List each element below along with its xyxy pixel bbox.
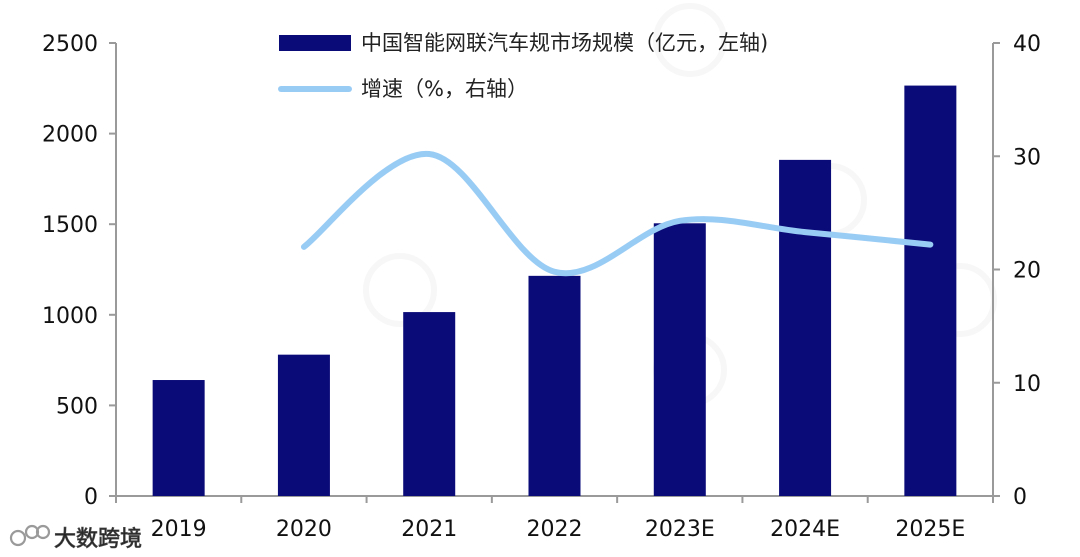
y-left-tick-label: 2000 <box>42 123 98 148</box>
bar <box>904 85 957 496</box>
x-tick-label: 2025E <box>895 517 965 542</box>
legend: 中国智能网联汽车规市场规模（亿元，左轴) 增速（%，右轴） <box>278 31 768 101</box>
line-series <box>300 150 934 277</box>
legend-bar-label: 中国智能网联汽车规市场规模（亿元，左轴) <box>361 31 768 55</box>
y-left-tick-label: 2500 <box>42 32 98 57</box>
watermark: 大数跨境 <box>9 524 142 552</box>
x-tick-label: 2022 <box>527 517 583 542</box>
y-left-tick-label: 0 <box>84 485 98 510</box>
tick-labels: 0 500 1000 1500 2000 2500 0 10 20 30 40 2019 2020 202… <box>42 32 1041 542</box>
y-right-tick-label: 30 <box>1013 145 1041 170</box>
legend-bar-swatch <box>279 35 351 51</box>
y-right-tick-label: 20 <box>1013 259 1041 284</box>
bar-series <box>152 85 957 496</box>
y-right-tick-label: 0 <box>1013 485 1027 510</box>
bar <box>403 312 456 496</box>
y-right-tick-label: 40 <box>1013 32 1041 57</box>
x-tick-label: 2024E <box>770 517 840 542</box>
watermark-logo-icon <box>9 524 51 547</box>
x-tick-label: 2020 <box>276 517 332 542</box>
x-tick-label: 2023E <box>645 517 715 542</box>
watermark-text: 大数跨境 <box>54 527 142 552</box>
y-left-tick-label: 500 <box>56 394 98 419</box>
x-tick-label: 2021 <box>401 517 457 542</box>
growth-line <box>300 150 934 277</box>
y-left-tick-label: 1000 <box>42 304 98 329</box>
bar <box>653 223 706 496</box>
bar <box>152 380 205 496</box>
y-right-tick-label: 10 <box>1013 372 1041 397</box>
bar <box>277 354 330 496</box>
legend-line-label: 增速（%，右轴） <box>361 77 528 101</box>
x-tick-label: 2019 <box>151 517 207 542</box>
bar <box>528 275 581 496</box>
bar <box>779 159 832 496</box>
y-left-tick-label: 1500 <box>42 213 98 238</box>
